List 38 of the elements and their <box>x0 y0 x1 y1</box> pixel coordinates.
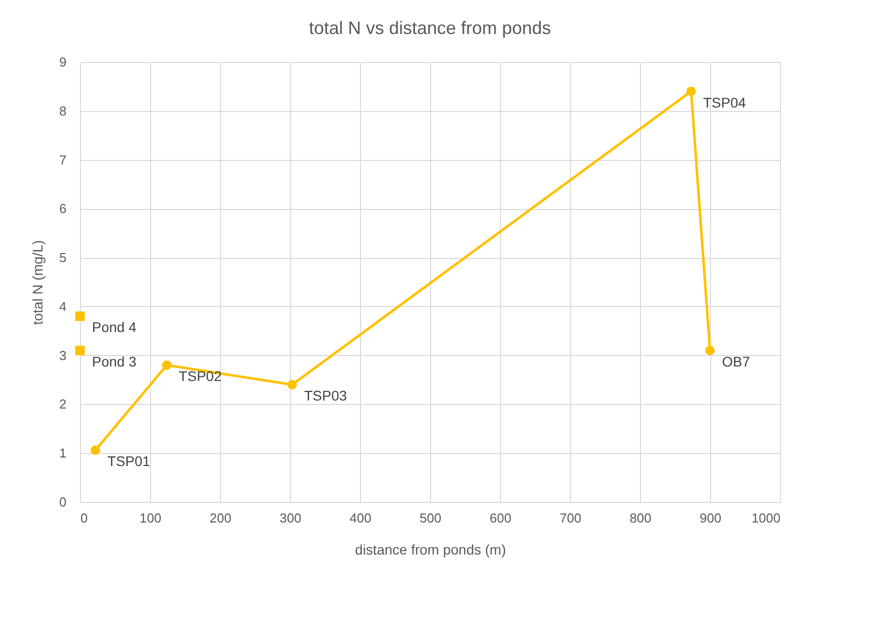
chart-title: total N vs distance from ponds <box>308 18 552 38</box>
point <box>90 445 100 455</box>
y-tick-label: 9 <box>59 54 66 70</box>
point <box>287 380 297 390</box>
annotation: OB7 <box>722 353 750 370</box>
y-axis-title: total N (mg/L) <box>29 240 46 325</box>
annotation: TSP04 <box>703 94 746 110</box>
y-tick-label: 0 <box>59 494 66 510</box>
point <box>686 86 696 96</box>
y-tick-label: 3 <box>59 348 66 363</box>
point <box>162 360 172 370</box>
x-tick-label: 900 <box>700 510 722 526</box>
x-tick-label: 500 <box>420 510 442 526</box>
x-tick-label: 700 <box>560 510 582 526</box>
y-tick-label: 4 <box>59 298 66 314</box>
point <box>75 311 85 321</box>
x-tick-label: 200 <box>210 510 232 526</box>
x-tick-label: 100 <box>140 510 162 526</box>
annotation: TSP01 <box>107 453 150 470</box>
x-tick-label: 0 <box>80 510 88 526</box>
annotation: TSP03 <box>304 388 348 404</box>
point <box>705 346 715 356</box>
y-tick-label: 5 <box>59 250 66 266</box>
annotation: Pond 3 <box>92 353 137 370</box>
y-tick-label: 6 <box>59 201 66 216</box>
x-tick-label: 1000 <box>752 510 780 526</box>
annotation: TSP02 <box>178 368 222 384</box>
x-tick-label: 300 <box>280 510 302 526</box>
annotation: Pond 4 <box>92 319 137 336</box>
x-tick-label: 400 <box>350 510 372 526</box>
x-tick-label: 800 <box>630 510 652 526</box>
y-tick-label: 8 <box>59 103 66 118</box>
y-tick-label: 1 <box>59 446 66 461</box>
x-tick-label: 600 <box>490 510 512 526</box>
y-tick-label: 2 <box>59 396 66 412</box>
point <box>75 346 85 356</box>
x-axis-title: distance from ponds (m) <box>355 542 506 558</box>
y-tick-label: 7 <box>59 152 66 168</box>
